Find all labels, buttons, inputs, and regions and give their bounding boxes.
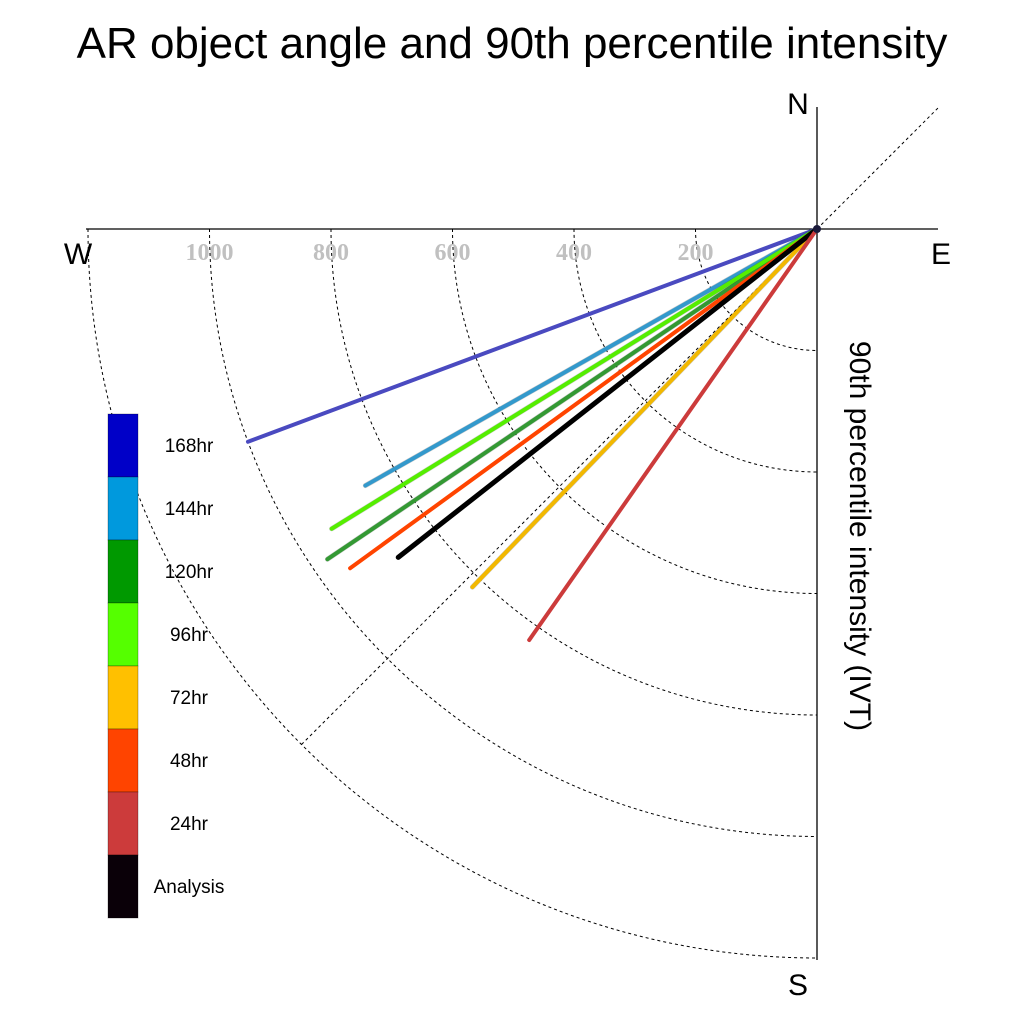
legend: 168hr 144hr 120hr 96hr 72hr 48hr 24hr Analysis [107,413,225,919]
y-axis-label: 90th percentile intensity (IVT) [843,341,876,731]
radial-tick-label: 1000 [186,240,234,266]
compass-north: N [787,88,809,121]
grid-arc [330,228,818,716]
radial-tick-label: 400 [556,240,592,266]
series-line-analysis [395,226,820,560]
grid-arc [209,228,818,837]
legend-label: 144hr [165,499,214,520]
legend-label: 168hr [165,436,214,457]
legend-swatch [107,791,139,856]
legend-label: 24hr [170,814,209,835]
legend-label: Analysis [154,877,225,898]
grid-arc [573,228,818,473]
radial-tick-labels: 200 400 600 800 1000 [186,240,714,266]
compass-south: S [788,969,808,1002]
grid-arc [452,228,818,594]
radial-tick-label: 600 [435,240,471,266]
radial-tick-label: 800 [313,240,349,266]
series-lines [245,225,821,643]
legend-label: 72hr [170,688,209,709]
series-line-168hr [245,227,819,444]
grid-arc [695,228,818,351]
radial-tick-label: 200 [678,240,714,266]
series-line-120hr [325,227,819,562]
legend-swatch [107,665,139,730]
grid-arc [87,228,818,959]
grid-diagonal [301,228,818,745]
origin-dot [813,225,821,233]
legend-swatch [107,728,139,793]
axes [86,107,939,960]
series-line-48hr [348,227,819,571]
legend-swatch [107,854,139,919]
legend-label: 96hr [170,625,209,646]
series-line-24hr [527,227,819,643]
grid [87,228,818,959]
legend-swatch [107,476,139,541]
series-line-96hr [329,227,819,531]
compass-east: E [931,238,951,271]
legend-swatch [107,602,139,667]
series-line-72hr [470,227,819,590]
legend-swatch [107,413,139,478]
legend-swatch [107,539,139,604]
diagonal-guide [816,107,939,230]
legend-label: 120hr [165,562,214,583]
legend-label: 48hr [170,751,209,772]
compass-west: W [64,238,93,271]
chart-title: AR object angle and 90th percentile inte… [77,19,948,68]
series-line-144hr [363,227,819,488]
